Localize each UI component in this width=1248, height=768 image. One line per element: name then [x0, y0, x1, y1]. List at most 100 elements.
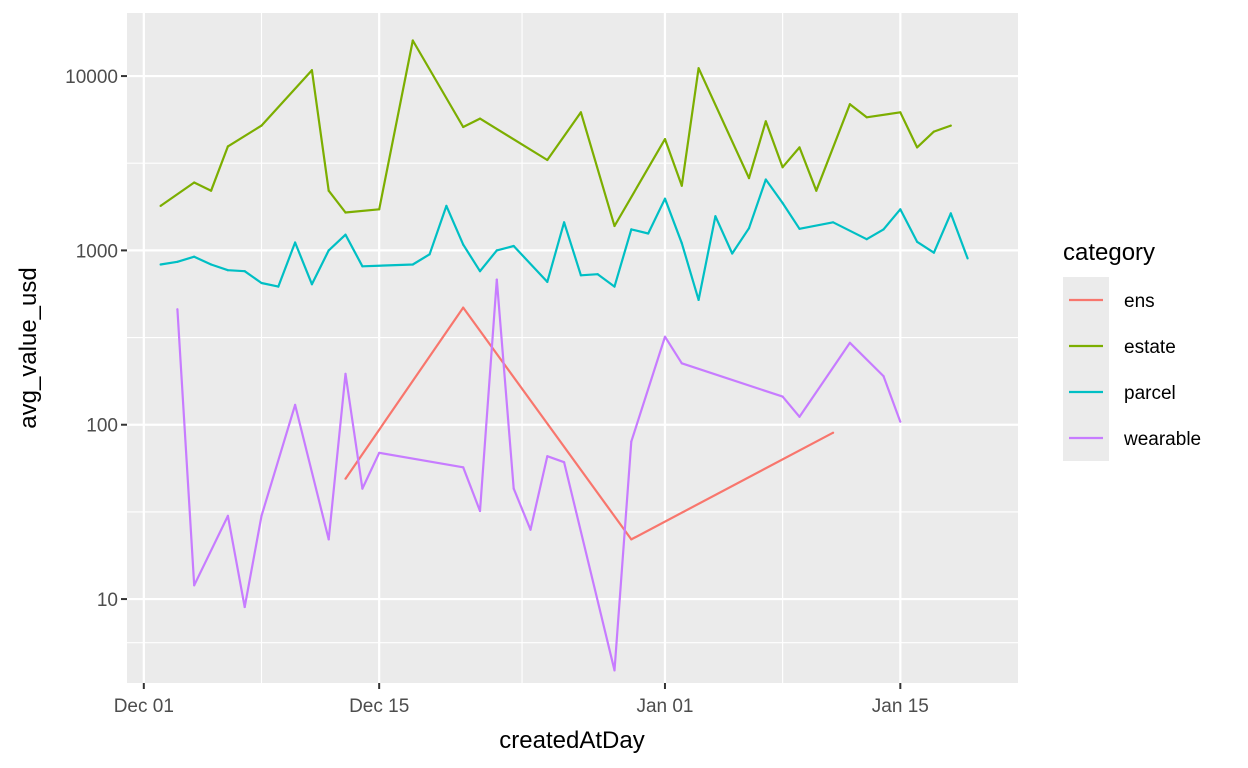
y-tick-label: 100 [86, 416, 118, 437]
data-point-parcel [832, 221, 835, 224]
data-point-wearable [848, 341, 852, 344]
data-point-parcel [798, 227, 801, 230]
data-point-estate [697, 67, 700, 70]
data-point-parcel [932, 251, 936, 254]
data-point-estate [579, 111, 583, 114]
data-point-estate [310, 69, 313, 72]
data-point-parcel [495, 249, 498, 252]
series-lines [159, 39, 969, 672]
series-line-wearable [176, 278, 902, 672]
data-point-wearable [243, 605, 246, 609]
x-tick-label: Dec 01 [114, 696, 174, 717]
data-point-estate [663, 138, 667, 141]
data-point-parcel [916, 240, 919, 243]
x-tick-label: Dec 15 [349, 696, 409, 717]
data-point-parcel [226, 269, 229, 272]
data-point-estate [899, 111, 902, 114]
major-gridlines [127, 13, 1018, 683]
data-point-estate [764, 120, 767, 123]
data-point-estate [916, 146, 919, 149]
data-point-wearable [495, 278, 498, 281]
data-point-estate [462, 125, 465, 129]
data-point-estate [478, 117, 482, 120]
data-point-parcel [411, 263, 414, 266]
data-point-estate [344, 211, 347, 214]
data-point-wearable [226, 514, 229, 518]
minor-gridlines [127, 13, 1018, 683]
legend: category ens estate parcel wearable [1063, 239, 1201, 461]
data-point-estate [747, 177, 751, 180]
data-point-parcel [966, 257, 969, 260]
data-point-wearable [344, 372, 347, 375]
data-point-parcel [344, 233, 347, 236]
legend-label-estate: estate [1124, 337, 1176, 358]
data-point-parcel [327, 249, 330, 252]
data-point-wearable [260, 514, 263, 518]
data-point-estate [848, 103, 852, 106]
data-point-wearable [512, 487, 515, 490]
data-point-estate [260, 124, 263, 127]
data-point-wearable [663, 335, 667, 338]
panel-background [127, 13, 1018, 683]
data-point-parcel [714, 215, 717, 218]
data-point-wearable [378, 451, 381, 454]
data-point-parcel [747, 227, 751, 230]
x-tick-label: Jan 01 [636, 696, 693, 717]
data-point-parcel [949, 212, 952, 215]
data-point-wearable [193, 584, 196, 587]
data-point-wearable [529, 528, 532, 531]
x-axis: Dec 01 Dec 15 Jan 01 Jan 15 [114, 683, 929, 717]
data-point-estate [210, 189, 213, 192]
data-point-estate [378, 208, 381, 211]
data-point-parcel [210, 263, 213, 266]
data-point-parcel [899, 208, 902, 211]
data-point-wearable [462, 466, 465, 469]
data-point-ens [832, 431, 835, 434]
data-point-parcel [647, 232, 650, 235]
data-point-parcel [478, 270, 482, 273]
data-point-parcel [310, 283, 313, 286]
data-point-parcel [882, 228, 885, 231]
data-point-parcel [428, 253, 431, 256]
y-tick-label: 10 [97, 590, 118, 611]
data-point-parcel [579, 274, 583, 277]
data-point-ens [344, 477, 347, 480]
data-point-parcel [546, 280, 549, 283]
data-point-estate [815, 189, 818, 192]
data-point-estate [226, 145, 229, 148]
data-point-parcel [613, 285, 616, 288]
data-point-estate [865, 116, 868, 119]
data-point-estate [193, 181, 196, 184]
data-point-wearable [882, 375, 885, 378]
data-point-parcel [512, 244, 515, 248]
data-point-estate [781, 166, 784, 169]
data-point-wearable [176, 308, 179, 311]
data-point-parcel [462, 243, 465, 246]
data-point-estate [159, 204, 162, 207]
data-point-wearable [294, 403, 297, 406]
data-point-ens [630, 538, 633, 541]
data-point-parcel [159, 263, 162, 266]
data-point-estate [932, 130, 936, 133]
y-axis-title: avg_value_usd [15, 267, 42, 428]
data-point-parcel [260, 281, 263, 285]
y-tick-label: 1000 [76, 241, 118, 262]
data-point-estate [411, 39, 414, 42]
data-point-parcel [445, 204, 448, 207]
data-point-wearable [798, 415, 801, 418]
data-point-parcel [243, 270, 246, 273]
data-point-parcel [764, 178, 767, 181]
legend-label-ens: ens [1124, 291, 1155, 312]
data-point-parcel [277, 285, 280, 288]
data-point-parcel [731, 252, 734, 255]
y-tick-label: 10000 [65, 67, 118, 88]
data-point-parcel [176, 260, 179, 263]
x-axis-title: createdAtDay [499, 727, 644, 754]
data-point-wearable [563, 461, 566, 464]
data-point-wearable [781, 395, 784, 398]
data-point-wearable [546, 455, 549, 458]
data-point-parcel [630, 228, 633, 231]
data-point-parcel [865, 238, 868, 241]
data-point-parcel [563, 221, 566, 224]
